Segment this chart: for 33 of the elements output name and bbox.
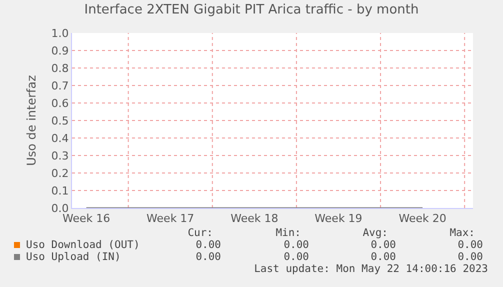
y-tick-label: 0.5 <box>51 114 69 128</box>
text: 0.00 <box>370 251 396 263</box>
y-tick-label: 0.8 <box>51 62 69 75</box>
text: 0.00 <box>284 239 309 251</box>
y-tick-label: 0.1 <box>51 184 69 198</box>
legend-label: Uso Download (OUT) <box>26 239 140 251</box>
text: 0.00 <box>458 239 483 251</box>
text: Min: <box>276 227 301 239</box>
y-tick-label: 0.2 <box>51 166 69 180</box>
legend-label: Uso Upload (IN) <box>26 251 121 263</box>
x-tick-label: Week 16 <box>62 212 110 226</box>
y-axis-title: Uso de interfaz <box>24 75 39 166</box>
y-tick-label: 1.0 <box>51 26 69 40</box>
x-tick-label: Week 18 <box>230 212 278 226</box>
y-tick-label: 0.7 <box>51 79 69 92</box>
y-tick-label: 0.6 <box>51 96 69 110</box>
text: 0.00 <box>284 251 309 263</box>
text: 0.00 <box>196 239 221 251</box>
text: Cur: <box>188 227 213 239</box>
y-tick-label: 0.3 <box>51 149 69 162</box>
text: 0.00 <box>458 251 483 263</box>
text: 0.00 <box>370 239 396 251</box>
y-tick-label: 0.0 <box>51 202 69 215</box>
y-tick-label: 0.4 <box>51 132 69 145</box>
text: Avg: <box>362 227 388 239</box>
chart-title: Interface 2XTEN Gigabit PIT Arica traffic - by month <box>84 2 419 18</box>
x-tick-label: Week 20 <box>398 212 446 226</box>
text: Max: <box>450 227 475 239</box>
text: 0.00 <box>196 251 221 263</box>
x-tick-label: Week 17 <box>146 212 194 226</box>
text: Last update: Mon May 22 14:00:16 2023 <box>254 263 488 275</box>
x-tick-label: Week 19 <box>314 212 362 226</box>
y-tick-label: 0.9 <box>51 44 69 58</box>
